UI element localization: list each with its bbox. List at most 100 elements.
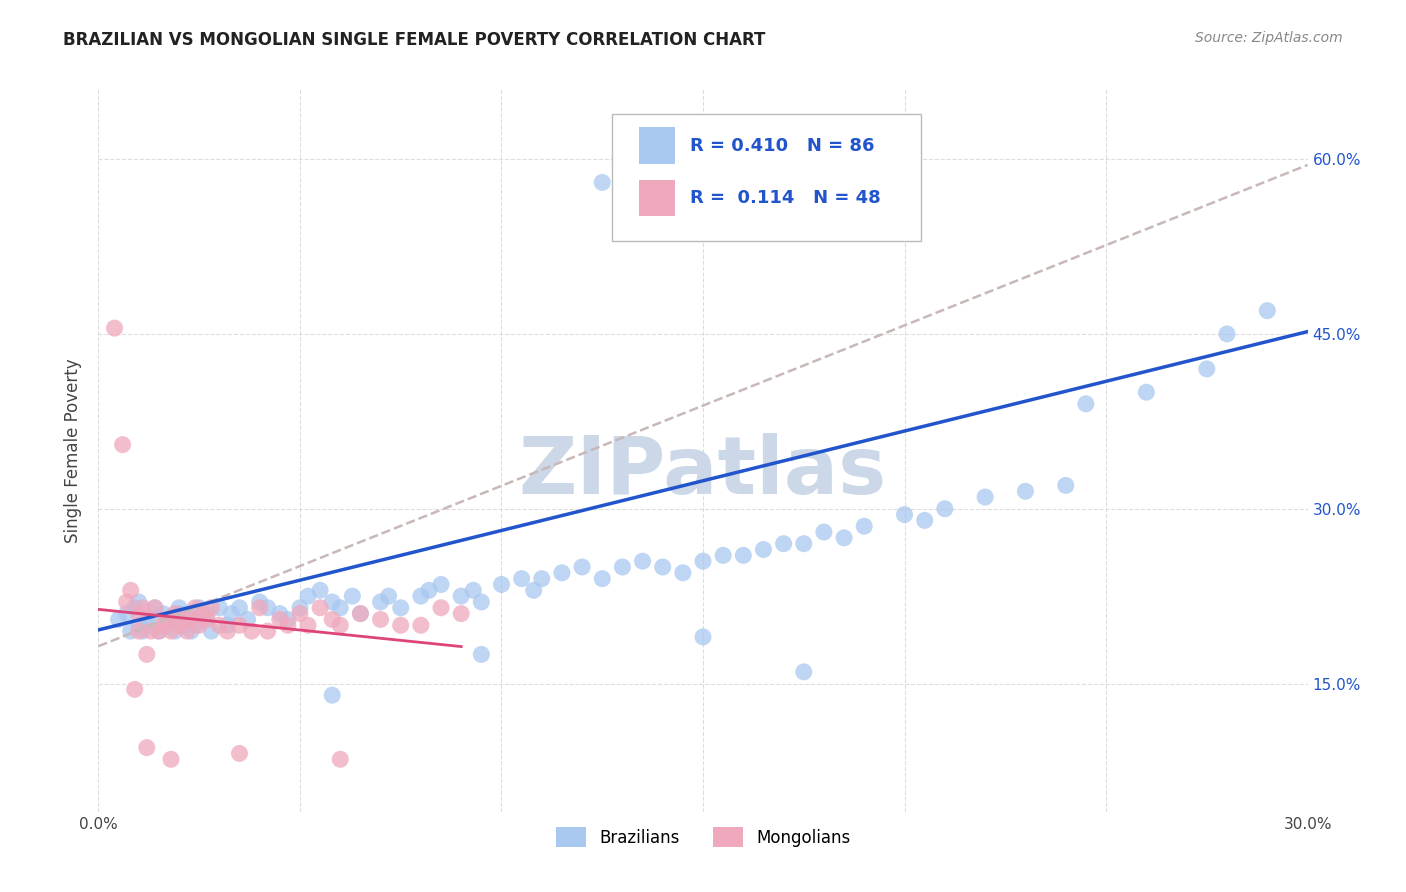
Point [370,595,392,609]
Point [115,595,138,609]
Point [156,612,179,626]
Point [236,612,259,626]
Point [269,607,291,621]
Point [523,583,546,598]
Point [188,600,211,615]
Point [217,618,239,632]
Point [342,589,364,603]
Point [277,612,299,626]
Point [297,618,319,632]
Point [256,600,278,615]
Point [249,595,271,609]
Point [132,624,155,639]
Point [180,624,202,639]
Point [135,648,157,662]
Point [450,607,472,621]
Point [167,600,190,615]
Point [135,740,157,755]
Point [156,618,179,632]
Point [591,176,613,190]
Point [309,600,332,615]
Point [128,618,150,632]
Point [409,589,432,603]
Point [195,607,218,621]
Point [143,600,166,615]
Point [309,583,332,598]
Point [160,624,183,639]
Point [139,618,162,632]
FancyBboxPatch shape [613,114,921,241]
Point [217,624,239,639]
Point [277,618,299,632]
Point [711,549,734,563]
Text: BRAZILIAN VS MONGOLIAN SINGLE FEMALE POVERTY CORRELATION CHART: BRAZILIAN VS MONGOLIAN SINGLE FEMALE POV… [63,31,766,49]
Point [470,595,492,609]
Point [813,524,835,539]
Point [914,513,936,527]
Point [160,612,183,626]
Point [321,612,343,626]
Point [349,607,371,621]
Point [160,752,183,766]
Point [571,560,593,574]
Point [152,618,174,632]
Point [974,490,997,504]
Point [470,648,492,662]
Point [349,607,371,621]
Point [692,630,714,644]
Point [752,542,775,557]
Point [377,589,399,603]
Y-axis label: Single Female Poverty: Single Female Poverty [65,359,83,542]
Point [115,607,138,621]
Point [418,583,440,598]
Point [103,321,125,335]
Point [297,589,319,603]
Point [793,665,815,679]
Point [176,612,198,626]
Point [430,577,453,591]
Point [288,600,311,615]
Point [228,747,250,761]
Point [551,566,574,580]
Point [934,501,956,516]
Point [176,624,198,639]
Point [733,549,755,563]
Point [184,600,207,615]
Point [172,618,194,632]
Point [139,624,162,639]
Point [167,618,190,632]
Point [389,600,412,615]
Point [143,600,166,615]
Point [184,618,207,632]
Legend: Brazilians, Mongolians: Brazilians, Mongolians [548,821,858,854]
Point [853,519,876,533]
Point [200,624,222,639]
Point [193,612,215,626]
Point [329,600,352,615]
Point [463,583,485,598]
Point [163,624,186,639]
Point [1054,478,1077,492]
Point [1195,362,1218,376]
Point [135,612,157,626]
Point [530,572,553,586]
Point [430,600,453,615]
Point [148,624,170,639]
Point [450,589,472,603]
Point [124,600,146,615]
Point [120,583,142,598]
Point [128,624,150,639]
Point [167,607,190,621]
Point [128,595,150,609]
Point [651,560,673,574]
Point [188,618,211,632]
Point [612,560,634,574]
Point [321,688,343,702]
Point [208,618,231,632]
Point [152,607,174,621]
Point [1014,484,1036,499]
Point [329,752,352,766]
Point [692,554,714,568]
Point [148,624,170,639]
Point [793,537,815,551]
